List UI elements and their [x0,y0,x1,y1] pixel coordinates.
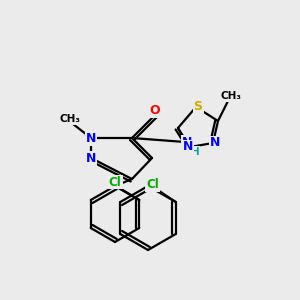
Text: N: N [86,152,96,164]
Text: CH₃: CH₃ [59,114,80,124]
Text: N: N [210,136,220,149]
Text: CH₃: CH₃ [220,91,242,101]
Text: S: S [194,100,202,113]
Text: N: N [86,131,96,145]
Text: O: O [150,103,160,116]
Text: N: N [182,136,192,148]
Text: N: N [183,140,193,154]
Text: Cl: Cl [109,176,122,188]
Text: H: H [190,147,200,157]
Text: Cl: Cl [146,178,159,191]
